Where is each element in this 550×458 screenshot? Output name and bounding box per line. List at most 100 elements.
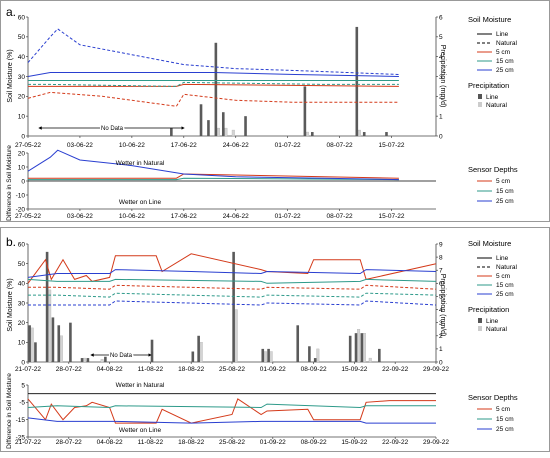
diff-x-tick-label: 28-07-22 (56, 439, 82, 446)
diff-x-tick-label: 22-09-22 (382, 439, 408, 446)
diff-x-tick-label: 01-07-22 (275, 213, 301, 220)
y2-tick-label: 4 (439, 307, 443, 314)
precip-natural-bar (368, 357, 372, 363)
y2-tick-label: 6 (439, 14, 443, 21)
y-tick-label: 10 (18, 340, 26, 347)
x-tick-label: 10-06-22 (119, 142, 145, 149)
x-tick-label: 03-06-22 (67, 142, 93, 149)
x-tick-label: 21-07-22 (15, 366, 41, 373)
legend-precip-title: Precipitation (468, 81, 509, 90)
wetter-in-natural-label: Wetter in Natural (116, 160, 165, 167)
legend-soil-title: Soil Moisture (468, 15, 511, 24)
precip-line-bar (267, 348, 270, 362)
precip-natural-bar (362, 333, 366, 363)
diff-y-tick-label: -15 (16, 417, 26, 424)
precip-natural-bar (30, 327, 34, 363)
diff-y-tick-label: -10 (16, 192, 26, 199)
precip-line-bar (170, 128, 173, 136)
series-line (28, 292, 437, 298)
diff-y-tick-label: 0 (21, 178, 25, 185)
legend-15cm-label: 15 cm (496, 282, 514, 289)
precip-line-bar (197, 335, 200, 362)
diff-x-tick-label: 08-07-22 (327, 213, 353, 220)
series-line (27, 253, 437, 284)
precip-natural-bar (100, 359, 104, 363)
diff-y-tick-label: 5 (21, 382, 25, 389)
x-tick-label: 11-08-22 (138, 366, 164, 373)
x-tick-label: 18-08-22 (178, 366, 204, 373)
x-tick-label: 15-09-22 (341, 366, 367, 373)
diff-x-tick-label: 18-08-22 (178, 439, 204, 446)
precip-line-bar (303, 86, 307, 136)
x-tick-label: 27-05-22 (15, 142, 41, 149)
legend-5cm-label: 5 cm (496, 49, 510, 56)
series-line (27, 72, 399, 77)
precip-line-bar (308, 346, 311, 362)
precip-line-bar (311, 132, 314, 136)
y2-tick-label: 3 (439, 320, 443, 327)
legend-diff-15cm-label: 15 cm (496, 416, 514, 423)
precip-line-bar (362, 132, 366, 136)
legend-diff-5cm-label: 5 cm (496, 406, 510, 413)
y-tick-label: 40 (18, 281, 26, 288)
legend-precip-natural-label: Natural (486, 326, 508, 333)
no-data-label: No Data (101, 126, 124, 132)
x-tick-label: 28-07-22 (56, 366, 82, 373)
precip-line-bar (385, 132, 388, 136)
diff-y-tick-label: -5 (19, 400, 25, 407)
difference-axis-title: Difference in Soil Moisture (6, 373, 13, 449)
precip-line-bar (354, 333, 358, 362)
wetter-in-natural-label: Wetter in Natural (116, 382, 165, 389)
y2-tick-label: 1 (439, 346, 443, 353)
diff-y-tick-label: -20 (16, 206, 26, 213)
series-line (28, 83, 399, 87)
y2-tick-label: 0 (439, 133, 443, 140)
series-line (28, 81, 399, 87)
precip-natural-bar (231, 129, 235, 137)
panel-a-legend: Soil Moisture Line Natural 5 cm 15 cm 25… (468, 15, 518, 205)
diff-x-tick-label: 29-09-22 (423, 439, 449, 446)
difference-line (28, 173, 399, 179)
difference-line (28, 177, 399, 181)
y2-tick-label: 5 (439, 34, 443, 41)
legend-sensor-title: Sensor Depths (468, 165, 518, 174)
legend-precip-natural-label: Natural (486, 102, 508, 109)
panel-a: a. 0 10 20 30 40 50 60 0 1 2 3 4 5 6 27-05-22 03-06-22 1… (6, 5, 446, 221)
y2-tick-label: 9 (439, 241, 443, 248)
y-tick-label: 60 (18, 14, 26, 21)
precip-line-bar (296, 325, 300, 362)
precip-natural-bar (357, 129, 361, 137)
x-tick-label: 15-07-22 (378, 142, 404, 149)
precip-line-bar (191, 351, 195, 362)
y-tick-label: 0 (21, 359, 25, 366)
diff-x-tick-label: 25-08-22 (219, 439, 245, 446)
legend-soil-title: Soil Moisture (468, 239, 511, 248)
y-tick-label: 60 (18, 241, 26, 248)
diff-x-tick-label: 21-07-22 (15, 439, 41, 446)
precip-line-bar (104, 356, 107, 362)
y2-tick-label: 1 (439, 113, 443, 120)
precip-line-bar (28, 325, 31, 362)
legend-line-label: Line (496, 31, 509, 38)
x-tick-label: 08-07-22 (327, 142, 353, 149)
diff-x-tick-label: 04-08-22 (97, 439, 123, 446)
precipitation-axis-title: Precipitation (mm/d) (439, 45, 446, 108)
legend-15cm-label: 15 cm (496, 58, 514, 65)
panel-a-difference-plot: 27-05-22 03-06-22 10-06-22 17-06-22 24-06-22… (15, 149, 436, 220)
precip-natural-bar (224, 127, 228, 137)
precip-line-bar (57, 325, 61, 362)
y2-tick-label: 2 (439, 94, 443, 101)
precipitation-axis-title: Precipitation (mm/d) (439, 274, 446, 337)
panel-b: b. 0 10 20 30 40 50 60 0 1 2 3 4 5 6 7 8 9 21-07-22 28-07-… (6, 235, 449, 449)
difference-line (27, 149, 399, 181)
y-tick-label: 40 (18, 54, 26, 61)
precip-natural-bar (263, 351, 267, 363)
y-tick-label: 20 (18, 320, 26, 327)
wetter-on-line-label: Wetter on Line (119, 199, 162, 206)
y2-tick-label: 6 (439, 281, 443, 288)
legend-diff-15cm-label: 15 cm (496, 188, 514, 195)
diff-x-tick-label: 17-06-22 (171, 213, 197, 220)
series-line (27, 278, 437, 284)
